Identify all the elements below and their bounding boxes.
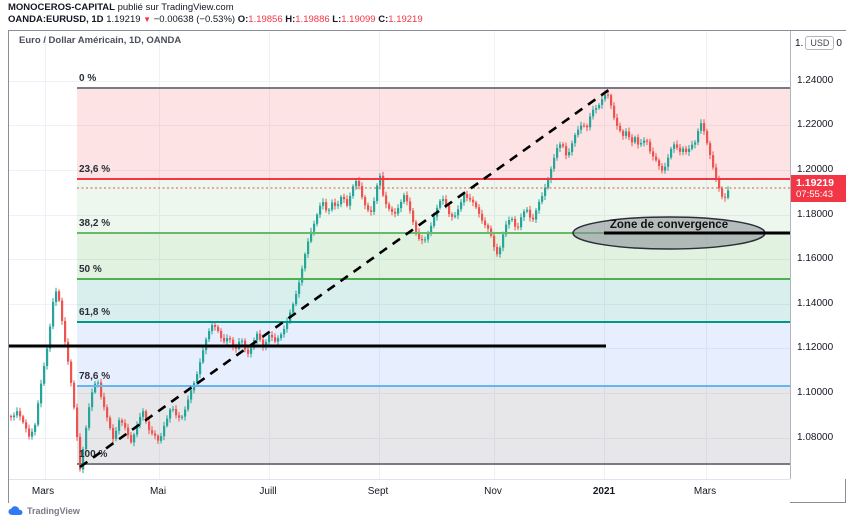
price-tick: 1.20000 (797, 164, 834, 175)
chart-frame: Euro / Dollar Américain, 1D, OANDA Zone … (8, 30, 846, 504)
time-tick: Sept (367, 486, 389, 497)
fib-line (77, 278, 790, 280)
gridline-v (45, 31, 46, 479)
price-tick: 1.24000 (797, 75, 834, 86)
publisher-suffix: publié sur TradingView.com (114, 2, 234, 13)
symbol-name: OANDA:EURUSD, 1D (8, 14, 104, 25)
fib-line (77, 385, 790, 387)
price-change: −0.00638 (−0.53%) (153, 14, 236, 25)
fib-line (77, 463, 790, 465)
fib-line (77, 178, 790, 180)
tradingview-cloud-icon (8, 506, 23, 515)
time-tick: 2021 (592, 486, 616, 497)
convergence-label: Zone de convergence (609, 219, 729, 231)
symbol-title: Euro / Dollar Américain, 1D, OANDA (19, 35, 182, 46)
price-tick: 1.10000 (797, 387, 834, 398)
time-axis[interactable]: Mars Mai Juill Sept Nov 2021 Mars (9, 479, 790, 504)
ohlc-line: OANDA:EURUSD, 1D 1.19219 ▼ −0.00638 (−0.… (8, 14, 423, 25)
time-tick: Mai (149, 486, 167, 497)
price-tick: 1.18000 (797, 209, 834, 220)
fib-label: 50 % (79, 264, 102, 275)
fib-label: 61,8 % (79, 307, 111, 318)
price-tick: 1.14000 (797, 298, 834, 309)
time-tick: Juill (259, 486, 277, 497)
fib-label: 78,6 % (79, 371, 111, 382)
high-label: H: (285, 14, 296, 25)
time-tick: Mars (693, 486, 717, 497)
fib-label: 38,2 % (79, 218, 111, 229)
gridline-h (9, 81, 790, 82)
fib-label: 23,6 % (79, 164, 111, 175)
fib-label: 100 % (79, 449, 108, 460)
plot-area: Euro / Dollar Américain, 1D, OANDA Zone … (9, 31, 791, 479)
high-value: 1.19886 (295, 14, 330, 25)
fib-line (77, 232, 790, 234)
close-value: 1.19219 (388, 14, 423, 25)
candlestick-series (10, 90, 730, 474)
price-tick: 1.22000 (797, 119, 834, 130)
fib-label: 0 % (79, 73, 97, 84)
scale-prefix: 1. (795, 37, 804, 49)
fib-line (77, 321, 790, 323)
close-label: C: (378, 14, 389, 25)
last-price: 1.19219 (106, 14, 141, 25)
low-value: 1.19099 (341, 14, 376, 25)
gridline-v (706, 31, 707, 479)
price-tick: 1.12000 (797, 342, 834, 353)
badge-countdown: 07:55:43 (796, 189, 833, 200)
open-value: 1.19856 (248, 14, 283, 25)
time-tick: Nov (484, 486, 502, 497)
price-axis[interactable]: 1. USD 0 1.19219 07:55:43 1.24000 1.22000… (791, 31, 846, 479)
publisher-name: MONOCEROS-CAPITAL (8, 2, 115, 13)
publisher-line: MONOCEROS-CAPITAL publié sur TradingView… (8, 2, 234, 13)
tradingview-logo-text: TradingView (27, 506, 80, 516)
fib-line (77, 87, 790, 89)
price-badge: 1.19219 07:55:43 (791, 175, 846, 202)
scale-suffix: 0 (836, 37, 842, 49)
time-tick: Mars (31, 486, 55, 497)
price-tick: 1.16000 (797, 253, 834, 264)
down-triangle-icon: ▼ (143, 15, 152, 24)
low-label: L: (332, 14, 342, 25)
price-tick: 1.08000 (797, 432, 834, 443)
open-label: O: (237, 14, 249, 25)
tradingview-logo[interactable]: TradingView (8, 506, 80, 516)
usd-button[interactable]: USD (805, 36, 835, 50)
badge-price: 1.19219 (796, 177, 834, 189)
price-scale-currency-widget: 1. USD 0 (795, 36, 842, 50)
